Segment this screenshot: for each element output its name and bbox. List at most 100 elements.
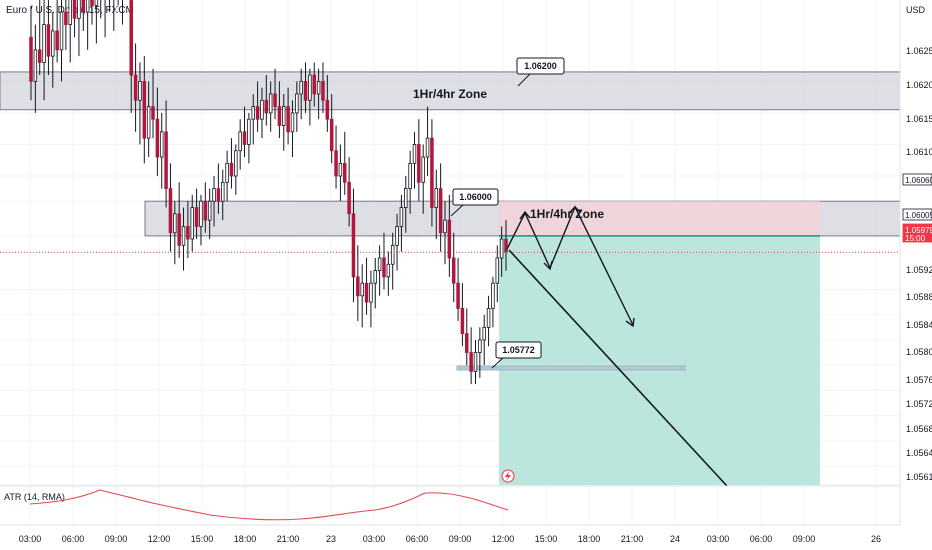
candle-bullish [408,150,412,214]
candle-body [37,49,42,63]
candle-body [173,213,177,234]
candle-body [64,11,68,26]
candle-bearish [417,119,421,202]
candle-body [286,106,290,133]
callout-pointer [491,357,504,369]
callout-text: 1.06200 [524,61,557,71]
candle-bullish [390,232,395,290]
candle-body [273,93,277,107]
candle-body [46,24,51,57]
time-tick-label: 15:00 [535,534,558,544]
time-tick-label: 09:00 [105,534,128,544]
candle-bearish [504,220,508,271]
candle-bearish [177,182,181,258]
candle-body [68,0,72,26]
short-position-tool[interactable]: 1Hr/4hr Zone [0,201,900,485]
candle-bullish [495,245,500,303]
candle-bullish [290,100,295,158]
candle-body [491,282,495,309]
price-tick-label: 1.05645 [906,448,932,458]
candle-bearish [151,68,155,139]
candle-body [59,11,64,51]
price-tick-label: 1.05680 [906,424,932,434]
price-badge: 1.06060 [902,173,932,186]
candle-bullish [478,327,482,378]
time-tick-label: 03:00 [363,534,386,544]
candle-body [155,118,160,158]
candle-bearish [303,62,308,113]
candle-body [495,257,500,284]
candle-body [207,200,212,221]
candle-bearish [451,232,456,303]
candle-body [404,188,408,208]
candle-bearish [343,131,347,195]
price-tick-label: 1.05760 [906,375,932,385]
candle-bearish [90,0,94,25]
candle-body [177,213,181,246]
candle-body [486,308,491,328]
price-tick-label: 1.05610 [906,472,932,482]
candle-body [238,131,242,152]
candle-bearish [273,68,277,120]
candle-body [164,131,168,189]
candle-body [408,162,412,189]
candle-bullish [482,314,486,366]
candle-body [443,219,447,234]
trend-drawings[interactable] [501,205,728,487]
time-tick-label: 21:00 [277,534,300,544]
price-callout[interactable]: 1.06200 [516,57,565,87]
take-profit-area[interactable] [499,235,820,485]
candle-bearish [277,81,282,139]
candle-bearish [203,182,208,233]
candle-body [242,131,247,145]
trend-line[interactable] [508,249,728,487]
price-badge-time: 15:00 [905,234,926,243]
candle-body [29,36,33,82]
candle-body [438,188,443,234]
candle-body [255,106,260,120]
price-callouts[interactable]: 1.06200 1.06000 1.05772 [450,57,565,369]
price-callout[interactable]: 1.05772 [491,341,542,369]
candle-bullish [443,201,447,265]
time-tick-label: 06:00 [406,534,429,544]
candle-bearish [382,232,386,290]
time-tick-label: 09:00 [449,534,472,544]
stop-loss-area[interactable] [499,201,820,236]
candle-bearish [142,56,147,164]
candle-body [77,0,81,19]
candle-bullish [268,81,273,132]
callout-pointer [450,204,464,217]
price-axis[interactable]: USD 1.06250 1.06200 1.06150 1.06100 1.06060 1.… [899,0,932,550]
time-tick-label: 09:00 [793,534,816,544]
price-axis-bg [900,0,932,550]
candle-body [386,263,391,278]
candle-body [234,150,238,177]
candle-body [72,0,77,19]
candle-body [168,188,173,234]
candle-bearish [460,283,465,347]
price-callout[interactable]: 1.06000 [450,188,499,217]
candle-body [33,49,38,82]
time-axis[interactable]: 03:00 06:00 09:00 12:00 15:00 18:00 21:00 23 03:… [0,524,900,544]
price-tick-label: 1.05840 [906,320,932,330]
candle-bearish [29,5,33,101]
support-bar [456,365,686,371]
candle-bearish [334,125,338,189]
candle-bearish [64,0,68,50]
candle-body [321,80,325,101]
time-tick-label: 06:00 [62,534,85,544]
candle-bullish [68,0,72,63]
candle-body [360,282,364,297]
candle-bullish [473,339,478,385]
callout-pointer [517,73,531,87]
callout-box [452,188,499,206]
candle-body [159,131,164,158]
candle-body [447,219,452,259]
candle-body [90,0,94,7]
candle-body [303,80,308,101]
candle-bullish [42,0,46,101]
candle-bullish [404,175,408,233]
candle-bullish [173,201,177,265]
candle-body [282,106,286,126]
